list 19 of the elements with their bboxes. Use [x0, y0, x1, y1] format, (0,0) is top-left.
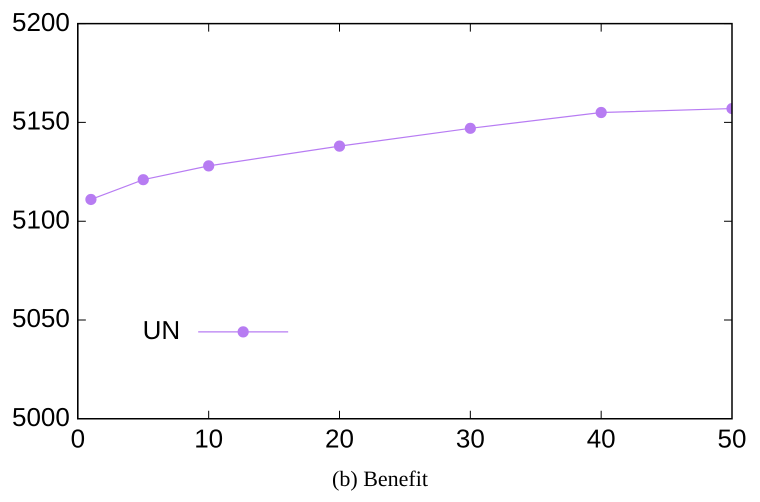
point	[85, 194, 97, 206]
x-tick-label: 50	[718, 424, 746, 454]
y-tick-label: 5000	[12, 402, 70, 432]
x-tick-label: 0	[70, 424, 86, 454]
point	[203, 160, 214, 172]
x-tick-label: 30	[456, 424, 485, 454]
x-tick-label: 10	[194, 424, 224, 454]
point	[334, 140, 346, 152]
y-tick-label: 5200	[12, 6, 70, 37]
point	[596, 106, 607, 118]
point	[464, 122, 476, 134]
text: (b) Benefit	[331, 466, 429, 492]
point	[138, 174, 149, 186]
y-tick-label: 5100	[12, 204, 70, 234]
y-tick-label: 5150	[12, 106, 70, 136]
y-tick-label: 5050	[12, 303, 70, 334]
legend-label: UN	[142, 315, 180, 346]
x-tick-label: 20	[325, 424, 354, 454]
x-tick-label: 40	[586, 424, 616, 454]
